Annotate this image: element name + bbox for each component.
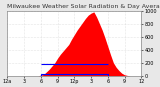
- Bar: [41, 74, 108, 76]
- Text: Milwaukee Weather Solar Radiation & Day Average per Minute W/m² (Today): Milwaukee Weather Solar Radiation & Day …: [7, 3, 160, 9]
